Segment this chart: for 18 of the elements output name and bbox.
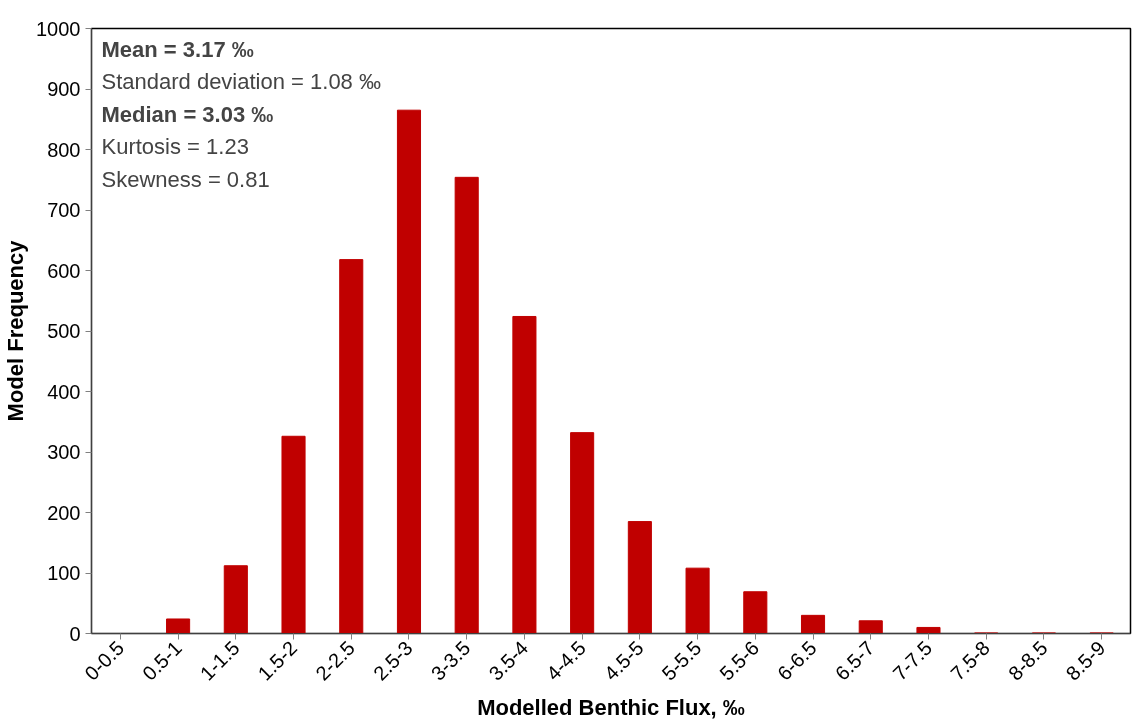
y-tick-label: 700 [47, 199, 81, 221]
y-tick-label: 300 [47, 441, 81, 463]
y-tick-label: 100 [47, 562, 81, 584]
annotation: Median = 3.03 ‰ [101, 101, 274, 127]
annotation: Skewness = 0.81 [101, 166, 270, 192]
y-tick-label: 500 [47, 320, 81, 342]
y-tick-label: 900 [47, 78, 81, 100]
y-tick-label: 400 [47, 380, 81, 403]
x-axis-title: Modelled Benthic Flux, ‰ [477, 694, 745, 720]
annotation: Standard deviation = 1.08 ‰ [101, 69, 381, 94]
y-tick-label: 0 [69, 622, 81, 645]
y-tick-label: 200 [47, 501, 81, 524]
y-tick-label: 1000 [36, 17, 81, 40]
y-axis-title: Model Frequency [3, 239, 29, 422]
annotation: Kurtosis = 1.23 [101, 134, 249, 159]
annotation: Mean = 3.17 ‰ [101, 36, 254, 62]
y-tick-label: 600 [47, 259, 81, 282]
y-tick-label: 800 [47, 138, 81, 161]
